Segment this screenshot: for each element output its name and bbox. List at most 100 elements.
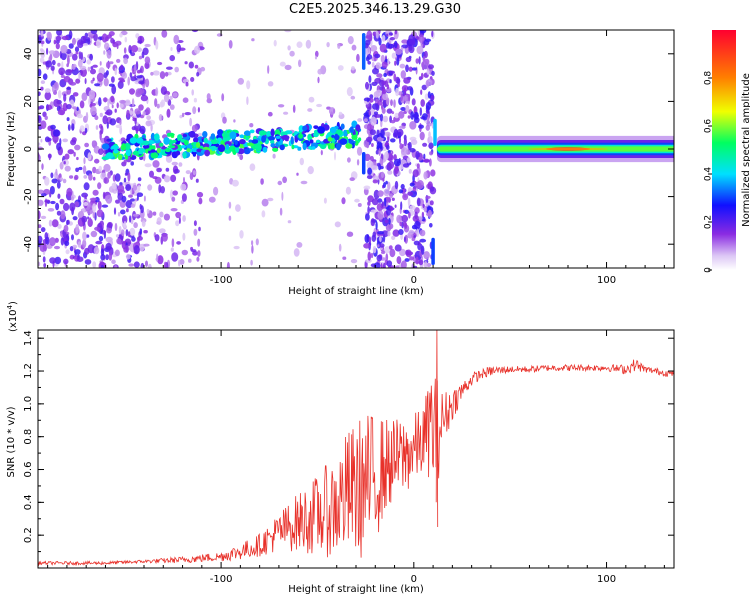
noise-blob: [64, 153, 70, 160]
noise-blob: [137, 40, 143, 44]
noise-blob: [341, 197, 346, 205]
noise-blob: [384, 219, 389, 224]
noise-blob: [402, 163, 410, 168]
noise-blob: [429, 158, 432, 167]
noise-blob: [143, 243, 150, 247]
noise-blob: [63, 224, 69, 233]
trace-blob: [202, 131, 208, 138]
noise-blob: [154, 98, 158, 108]
trace-blob: [331, 134, 335, 139]
noise-blob: [119, 33, 123, 38]
noise-blob: [130, 76, 137, 82]
noise-blob: [130, 45, 138, 53]
noise-blob: [281, 191, 284, 201]
noise-blob: [197, 107, 200, 113]
trace-blob: [124, 155, 129, 160]
noise-blob: [172, 190, 178, 196]
noise-blob: [119, 103, 124, 109]
noise-blob: [62, 102, 68, 112]
noise-blob: [78, 72, 81, 80]
noise-blob: [260, 178, 264, 185]
trace-blob: [161, 146, 166, 150]
noise-blob: [156, 217, 162, 226]
noise-blob: [175, 220, 180, 227]
noise-blob: [408, 169, 412, 174]
noise-blob: [289, 50, 295, 57]
trace-blob: [261, 135, 266, 143]
noise-blob: [101, 33, 108, 43]
noise-blob: [342, 256, 347, 260]
noise-blob: [399, 143, 404, 150]
noise-blob: [129, 88, 135, 95]
noise-blob: [415, 58, 419, 64]
noise-blob: [372, 231, 377, 238]
noise-blob: [422, 113, 428, 121]
spectrogram-plot: -100 0 100 -40 -20 0 20 40 Height of straight li…: [6, 29, 675, 297]
noise-blob: [102, 191, 106, 200]
y-tick-label: 0.6: [23, 462, 34, 478]
noise-blob: [116, 43, 119, 50]
noise-blob: [420, 99, 426, 107]
noise-blob: [425, 102, 432, 110]
trace-blob: [239, 139, 246, 145]
noise-blob: [55, 202, 60, 211]
noise-blob: [426, 263, 432, 267]
noise-blob: [389, 248, 396, 258]
trace-blob: [217, 129, 224, 137]
noise-blob: [94, 158, 100, 164]
noise-blob: [400, 260, 407, 268]
noise-blob: [135, 127, 139, 135]
noise-blob: [414, 181, 422, 189]
noise-blob: [100, 125, 104, 135]
noise-blob: [267, 197, 274, 202]
noise-blob: [150, 71, 154, 76]
trace-blob: [329, 126, 337, 134]
noise-blob: [213, 186, 219, 196]
noise-blob: [106, 34, 112, 39]
noise-blob: [356, 159, 360, 166]
trace-blob: [345, 143, 353, 149]
noise-blob: [111, 259, 116, 265]
noise-blob: [124, 172, 128, 176]
noise-blob: [323, 197, 327, 204]
noise-blob: [386, 144, 390, 150]
noise-blob: [103, 77, 109, 87]
trace-blob: [349, 126, 354, 133]
noise-blob: [388, 160, 395, 170]
noise-blob: [284, 30, 292, 33]
noise-blob: [161, 30, 168, 38]
noise-blob: [423, 153, 426, 159]
noise-blob: [50, 65, 55, 71]
noise-blob: [250, 259, 253, 266]
noise-blob: [413, 111, 419, 120]
noise-blob: [364, 153, 371, 162]
noise-blob: [410, 139, 418, 146]
noise-blob: [89, 197, 97, 201]
noise-blob: [184, 61, 188, 65]
trace-blob: [349, 139, 354, 145]
noise-blob: [123, 57, 128, 65]
noise-blob: [51, 178, 58, 184]
noise-blob: [420, 89, 423, 95]
noise-blob: [39, 57, 45, 63]
noise-blob: [140, 262, 145, 268]
noise-blob: [106, 226, 112, 234]
noise-blob: [123, 47, 127, 54]
noise-blob: [171, 196, 176, 202]
noise-blob: [221, 93, 225, 102]
noise-blob: [383, 73, 387, 77]
noise-blob: [397, 131, 402, 136]
noise-blob: [267, 81, 274, 87]
noise-blob: [93, 246, 100, 255]
noise-blob: [176, 212, 181, 219]
trace-blob: [210, 138, 217, 145]
noise-blob: [82, 231, 87, 241]
noise-blob: [383, 182, 386, 188]
trace-blob: [291, 144, 295, 150]
trace-blob: [164, 147, 171, 153]
noise-blob: [246, 80, 251, 90]
noise-blob: [38, 235, 43, 244]
noise-blob: [163, 213, 170, 221]
noise-blob: [375, 30, 379, 39]
noise-blob: [105, 194, 113, 204]
